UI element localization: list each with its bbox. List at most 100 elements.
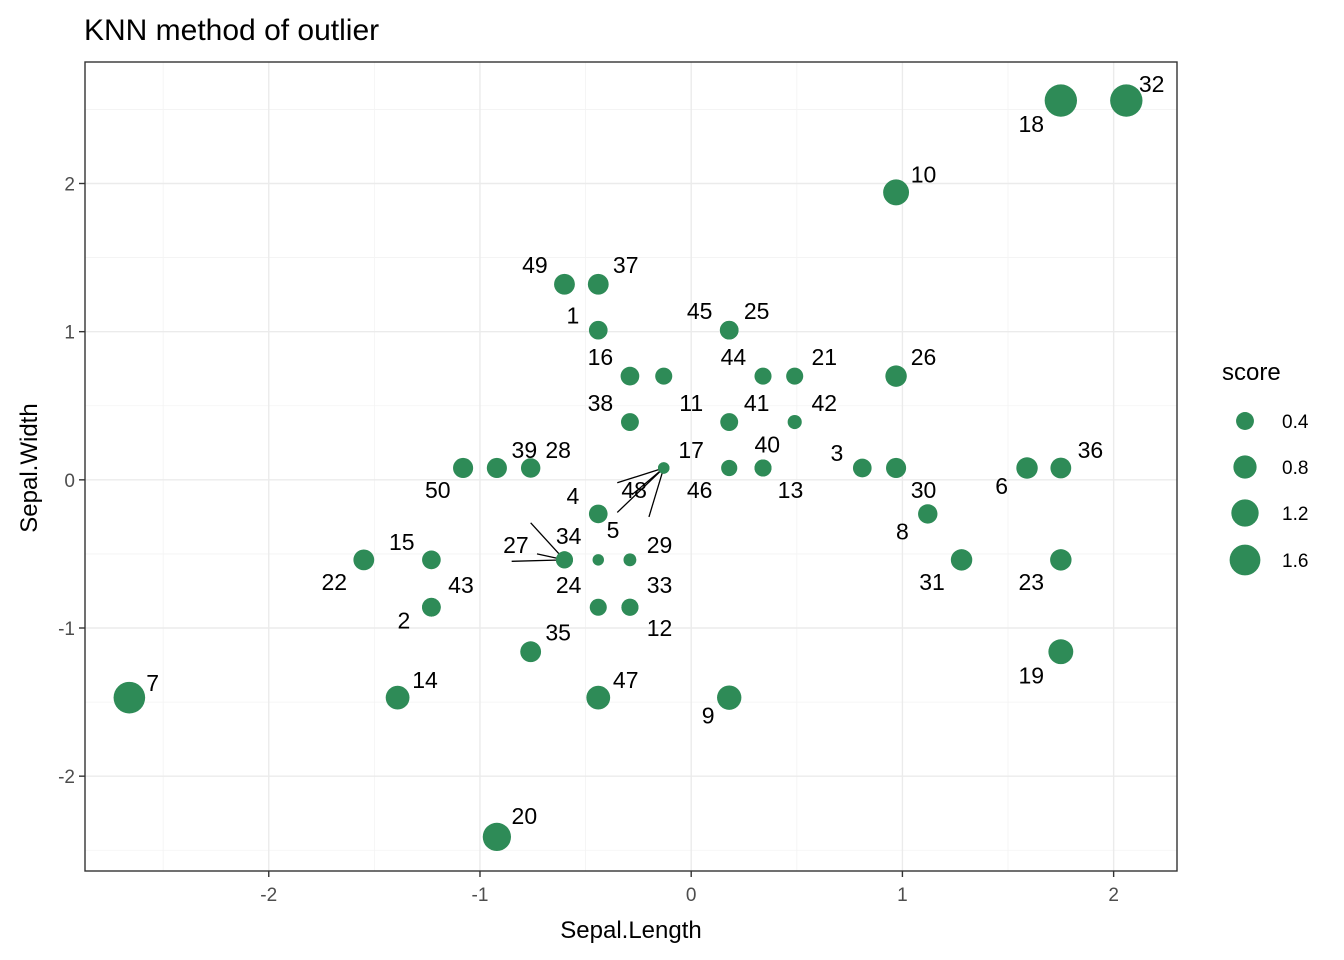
legend-title: score bbox=[1222, 359, 1281, 386]
data-point-49 bbox=[554, 273, 575, 295]
point-label-4: 4 bbox=[567, 483, 580, 509]
point-label-25: 25 bbox=[744, 298, 770, 324]
point-label-41: 41 bbox=[744, 390, 770, 416]
data-point-48 bbox=[658, 462, 670, 474]
point-label-46: 46 bbox=[687, 477, 713, 503]
point-label-10: 10 bbox=[911, 162, 937, 188]
point-label-49: 49 bbox=[522, 252, 548, 278]
data-point-15 bbox=[422, 550, 441, 570]
data-point-35 bbox=[520, 641, 542, 663]
y-tick-label: -1 bbox=[58, 619, 75, 640]
point-label-5: 5 bbox=[607, 517, 620, 543]
x-tick-label: -1 bbox=[472, 885, 489, 906]
point-label-47: 47 bbox=[613, 667, 639, 693]
point-label-1: 1 bbox=[567, 302, 580, 328]
data-point-41 bbox=[720, 413, 739, 432]
x-tick-label: 1 bbox=[897, 885, 908, 906]
point-label-31: 31 bbox=[919, 569, 945, 595]
x-tick-label: 0 bbox=[686, 885, 697, 906]
grid-lines bbox=[85, 62, 1177, 871]
point-label-43: 43 bbox=[448, 572, 474, 598]
point-label-36: 36 bbox=[1078, 437, 1104, 463]
point-label-13: 13 bbox=[778, 477, 804, 503]
leader-line bbox=[616, 467, 665, 513]
panel-border bbox=[84, 61, 1178, 872]
point-label-50: 50 bbox=[425, 477, 451, 503]
data-point-45 bbox=[719, 320, 739, 340]
data-point-36 bbox=[1050, 457, 1072, 479]
data-point-28 bbox=[520, 458, 541, 478]
y-tick-label: 2 bbox=[64, 174, 75, 195]
point-label-26: 26 bbox=[911, 344, 937, 370]
data-point-14 bbox=[385, 685, 410, 710]
point-label-40: 40 bbox=[754, 431, 780, 457]
point-label-29: 29 bbox=[647, 532, 673, 558]
data-point-26 bbox=[885, 365, 907, 387]
legend-key-label: 1.6 bbox=[1282, 551, 1308, 572]
data-point-37 bbox=[587, 273, 609, 295]
legend-key-circle bbox=[1233, 455, 1257, 479]
data-point-47 bbox=[586, 685, 611, 710]
x-axis-title: Sepal.Length bbox=[560, 917, 701, 944]
y-tick-label: 1 bbox=[64, 323, 75, 344]
x-tick-label: -2 bbox=[260, 885, 277, 906]
data-point-24 bbox=[589, 598, 607, 616]
legend-key-label: 0.8 bbox=[1282, 458, 1308, 479]
point-label-39: 39 bbox=[512, 437, 538, 463]
point-label-9: 9 bbox=[702, 702, 715, 728]
point-label-23: 23 bbox=[1018, 569, 1044, 595]
point-label-27: 27 bbox=[503, 532, 529, 558]
point-label-35: 35 bbox=[545, 619, 571, 645]
point-label-42: 42 bbox=[811, 390, 837, 416]
data-point-4 bbox=[588, 504, 608, 524]
point-label-7: 7 bbox=[146, 670, 159, 696]
data-point-6 bbox=[1016, 457, 1038, 479]
data-point-46 bbox=[721, 459, 738, 477]
leader-line bbox=[617, 467, 664, 484]
point-label-22: 22 bbox=[321, 569, 347, 595]
x-axis-ticks: -2 -1 0 1 2 bbox=[260, 871, 1119, 906]
data-point-42 bbox=[787, 414, 802, 430]
point-label-11: 11 bbox=[679, 390, 703, 416]
data-point-23 bbox=[1050, 549, 1072, 571]
legend-key-circle bbox=[1236, 412, 1254, 430]
data-point-16 bbox=[620, 366, 640, 386]
data-point-22 bbox=[353, 549, 375, 571]
legend-key-label: 1.2 bbox=[1282, 504, 1308, 525]
point-label-14: 14 bbox=[412, 667, 438, 693]
data-point-3 bbox=[852, 458, 872, 478]
data-point-40 bbox=[754, 459, 772, 477]
y-tick-label: 0 bbox=[64, 471, 75, 492]
chart-title: KNN method of outlier bbox=[84, 14, 379, 47]
data-point-1 bbox=[588, 320, 608, 340]
data-point-44 bbox=[754, 367, 772, 385]
x-tick-label: 2 bbox=[1108, 885, 1119, 906]
legend-key-circle bbox=[1231, 499, 1259, 527]
point-label-30: 30 bbox=[911, 477, 937, 503]
data-point-32 bbox=[1110, 84, 1143, 117]
point-label-18: 18 bbox=[1018, 111, 1044, 137]
data-point-39 bbox=[486, 457, 507, 479]
point-label-24: 24 bbox=[556, 572, 582, 598]
point-label-3: 3 bbox=[831, 440, 844, 466]
y-axis-title: Sepal.Width bbox=[16, 403, 43, 532]
legend-key-circle bbox=[1229, 544, 1261, 576]
leader-line bbox=[631, 467, 665, 496]
point-label-17: 17 bbox=[678, 437, 704, 463]
legend-key-label: 0.4 bbox=[1282, 412, 1309, 433]
point-label-38: 38 bbox=[588, 390, 614, 416]
data-point-29 bbox=[623, 553, 637, 567]
y-tick-label: -2 bbox=[58, 767, 75, 788]
point-label-34: 34 bbox=[556, 523, 582, 549]
point-label-21: 21 bbox=[811, 344, 837, 370]
point-label-37: 37 bbox=[613, 252, 639, 278]
data-point-33 bbox=[621, 598, 639, 616]
leader-line bbox=[648, 467, 665, 518]
point-label-15: 15 bbox=[389, 529, 415, 555]
data-points bbox=[113, 84, 1143, 852]
point-label-33: 33 bbox=[647, 572, 673, 598]
point-label-44: 44 bbox=[721, 344, 747, 370]
data-point-21 bbox=[786, 367, 804, 385]
